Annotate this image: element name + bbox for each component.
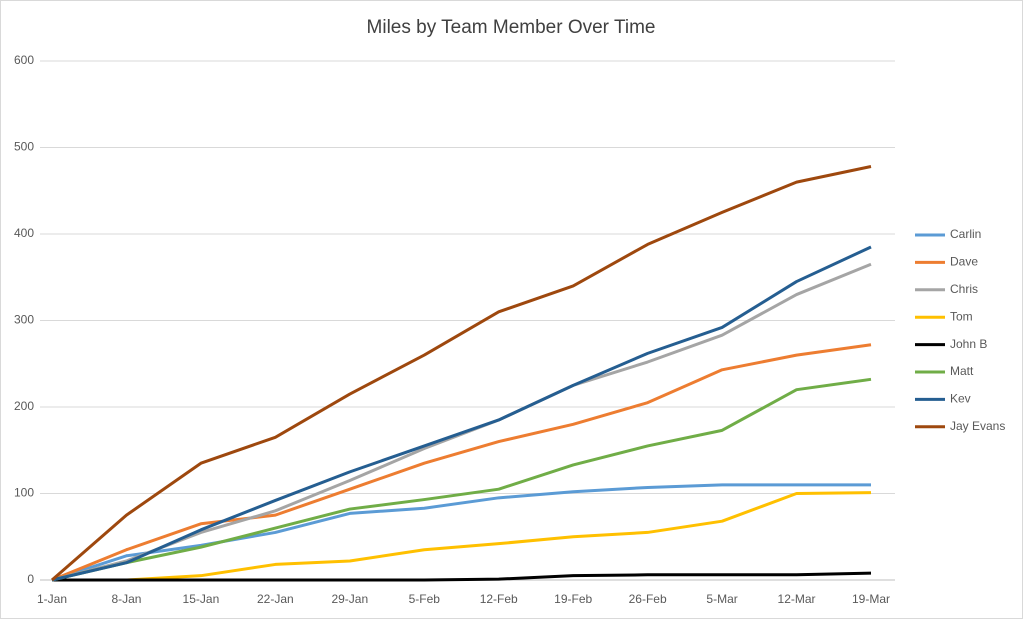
x-tick-label: 15-Jan — [183, 592, 220, 606]
x-tick-label: 12-Mar — [778, 592, 816, 606]
y-tick-label: 200 — [14, 399, 34, 413]
chart-title: Miles by Team Member Over Time — [367, 17, 656, 38]
legend-label: Matt — [950, 364, 974, 378]
y-tick-label: 300 — [14, 313, 34, 327]
series-line — [51, 165, 872, 582]
x-tick-label: 1-Jan — [37, 592, 67, 606]
legend-label: Tom — [950, 309, 973, 323]
legend-label: Chris — [950, 282, 978, 296]
x-tick-label: 5-Feb — [409, 592, 441, 606]
series-line — [52, 571, 872, 582]
series-line — [52, 491, 872, 582]
legend-label: Kev — [950, 392, 971, 406]
x-tick-label: 19-Mar — [852, 592, 890, 606]
legend-label: Dave — [950, 255, 978, 269]
legend-label: Carlin — [950, 227, 981, 241]
y-tick-label: 100 — [14, 486, 34, 500]
y-tick-label: 500 — [14, 140, 34, 154]
series-line — [51, 245, 872, 582]
legend-label: Jay Evans — [950, 419, 1005, 433]
x-tick-label: 12-Feb — [480, 592, 518, 606]
x-tick-label: 22-Jan — [257, 592, 294, 606]
y-tick-label: 400 — [14, 226, 34, 240]
series-line — [51, 483, 871, 582]
series-line — [51, 377, 872, 582]
x-tick-label: 5-Mar — [706, 592, 737, 606]
x-tick-label: 29-Jan — [331, 592, 368, 606]
y-tick-label: 0 — [27, 572, 34, 586]
legend-label: John B — [950, 337, 987, 351]
x-tick-label: 19-Feb — [554, 592, 592, 606]
x-tick-label: 26-Feb — [629, 592, 667, 606]
y-tick-label: 600 — [14, 53, 34, 67]
x-tick-label: 8-Jan — [111, 592, 141, 606]
series-line — [51, 343, 872, 582]
